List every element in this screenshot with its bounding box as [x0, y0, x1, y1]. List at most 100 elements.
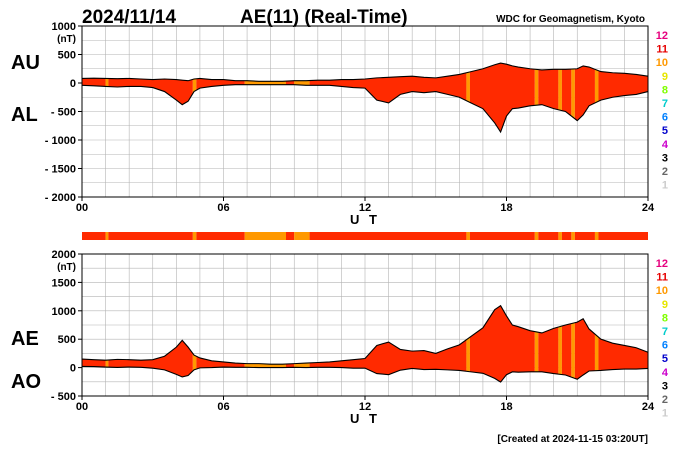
legend-entry-6: 6	[662, 112, 668, 124]
envelope-band-segment	[571, 305, 575, 383]
envelope-band-segment	[594, 305, 599, 383]
y-tick-label: 2000	[52, 249, 76, 261]
ae-ao-panel: 2000 1500 1000 500 0 - 500 (nT) 00 06 12 18 24 U T AE…	[11, 249, 655, 426]
activity-band-segment	[285, 232, 295, 240]
activity-band-segment	[598, 232, 648, 240]
legend-entry-3: 3	[662, 380, 668, 392]
activity-band-segment	[244, 232, 286, 240]
legend-entry-12: 12	[656, 30, 668, 42]
series-line-al	[81, 84, 649, 134]
activity-band-segment	[538, 232, 559, 240]
legend-entry-5: 5	[662, 125, 668, 137]
x-tick-label: 00	[76, 401, 88, 413]
date-label: 2024/11/14	[82, 7, 176, 28]
legend-entry-12: 12	[656, 258, 668, 270]
envelope-band-segment	[571, 63, 575, 133]
legend-entry-4: 4	[662, 367, 669, 379]
x-axis-label: U T	[350, 212, 380, 227]
activity-band-segment	[574, 232, 595, 240]
series-line-au	[81, 62, 649, 82]
y-tick-label: - 1500	[45, 164, 76, 176]
credit-label: WDC for Geomagnetism, Kyoto	[496, 14, 645, 25]
x-axis-label: U T	[350, 411, 380, 426]
activity-band-segment	[561, 232, 572, 240]
y-tick-label: 500	[58, 334, 76, 346]
x-tick-label: 18	[500, 202, 512, 214]
legend-entry-9: 9	[662, 71, 668, 83]
envelope-band-segment	[534, 63, 539, 133]
activity-band-segment	[469, 232, 535, 240]
x-tick-label: 24	[642, 401, 655, 413]
legend-entry-1: 1	[662, 180, 668, 192]
chart-title: AE(11) (Real-Time)	[240, 7, 408, 28]
activity-band-strip	[82, 232, 648, 240]
side-label-ao: AO	[11, 371, 41, 393]
y-tick-label: 1000	[52, 306, 76, 318]
x-tick-label: 24	[642, 202, 655, 214]
activity-band-segment	[105, 232, 109, 240]
legend-entry-5: 5	[662, 353, 668, 365]
y-tick-label: - 500	[51, 391, 76, 403]
legend-entry-4: 4	[662, 139, 669, 151]
activity-band-segment	[108, 232, 193, 240]
y-tick-label: - 500	[51, 107, 76, 119]
x-tick-label: 00	[76, 202, 88, 214]
envelope-band-segment	[561, 63, 572, 133]
legend-entry-3: 3	[662, 152, 668, 164]
y-unit-label: (nT)	[57, 34, 76, 45]
envelope-band-segment	[558, 63, 562, 133]
activity-band-segment	[309, 232, 467, 240]
y-unit-label: (nT)	[57, 262, 76, 273]
legend-entry-11: 11	[656, 272, 668, 284]
legend-entry-6: 6	[662, 340, 668, 352]
envelope-band-segment	[594, 63, 599, 133]
legend-entry-2: 2	[662, 394, 668, 406]
legend-entry-8: 8	[662, 84, 668, 96]
y-tick-label: 0	[70, 78, 76, 90]
legend-entry-8: 8	[662, 312, 668, 324]
activity-band-segment	[196, 232, 245, 240]
y-tick-label: 1500	[52, 277, 76, 289]
series-line-ae	[81, 304, 649, 365]
legend-entry-7: 7	[662, 326, 668, 338]
legend-entry-11: 11	[656, 44, 668, 56]
y-tick-label: - 2000	[45, 192, 76, 204]
activity-band-segment	[571, 232, 575, 240]
activity-band-segment	[558, 232, 562, 240]
activity-band-segment	[294, 232, 310, 240]
envelope-band-segment	[466, 305, 470, 383]
y-tick-label: 500	[58, 50, 76, 62]
x-tick-label: 12	[359, 202, 371, 214]
legend-entry-1: 1	[662, 408, 668, 420]
grid	[82, 26, 648, 197]
y-tick-label: 1000	[52, 21, 76, 33]
legend-entry-10: 10	[656, 285, 668, 297]
y-tick-label: - 1000	[45, 135, 76, 147]
created-timestamp: [Created at 2024-11-15 03:20UT]	[497, 434, 648, 445]
x-tick-label: 06	[217, 202, 229, 214]
activity-band-segment	[466, 232, 470, 240]
x-tick-label: 18	[500, 401, 512, 413]
legend-entry-9: 9	[662, 299, 668, 311]
envelope-band-segment	[466, 63, 470, 133]
activity-band-segment	[534, 232, 539, 240]
y-tick-label: 0	[70, 363, 76, 375]
activity-band-segment	[192, 232, 197, 240]
legend-entry-7: 7	[662, 98, 668, 110]
envelope-band-segment	[534, 305, 539, 383]
x-tick-label: 12	[359, 401, 371, 413]
activity-band-segment	[594, 232, 599, 240]
envelope-band-segment	[561, 305, 572, 383]
side-label-al: AL	[11, 104, 38, 126]
x-tick-label: 06	[217, 401, 229, 413]
activity-band-segment	[82, 232, 106, 240]
legend-entry-2: 2	[662, 166, 668, 178]
side-label-ae: AE	[11, 328, 39, 350]
series-line-ao	[81, 365, 649, 383]
envelope-band-segment	[558, 305, 562, 383]
legend-entry-10: 10	[656, 57, 668, 69]
side-label-au: AU	[11, 52, 40, 74]
